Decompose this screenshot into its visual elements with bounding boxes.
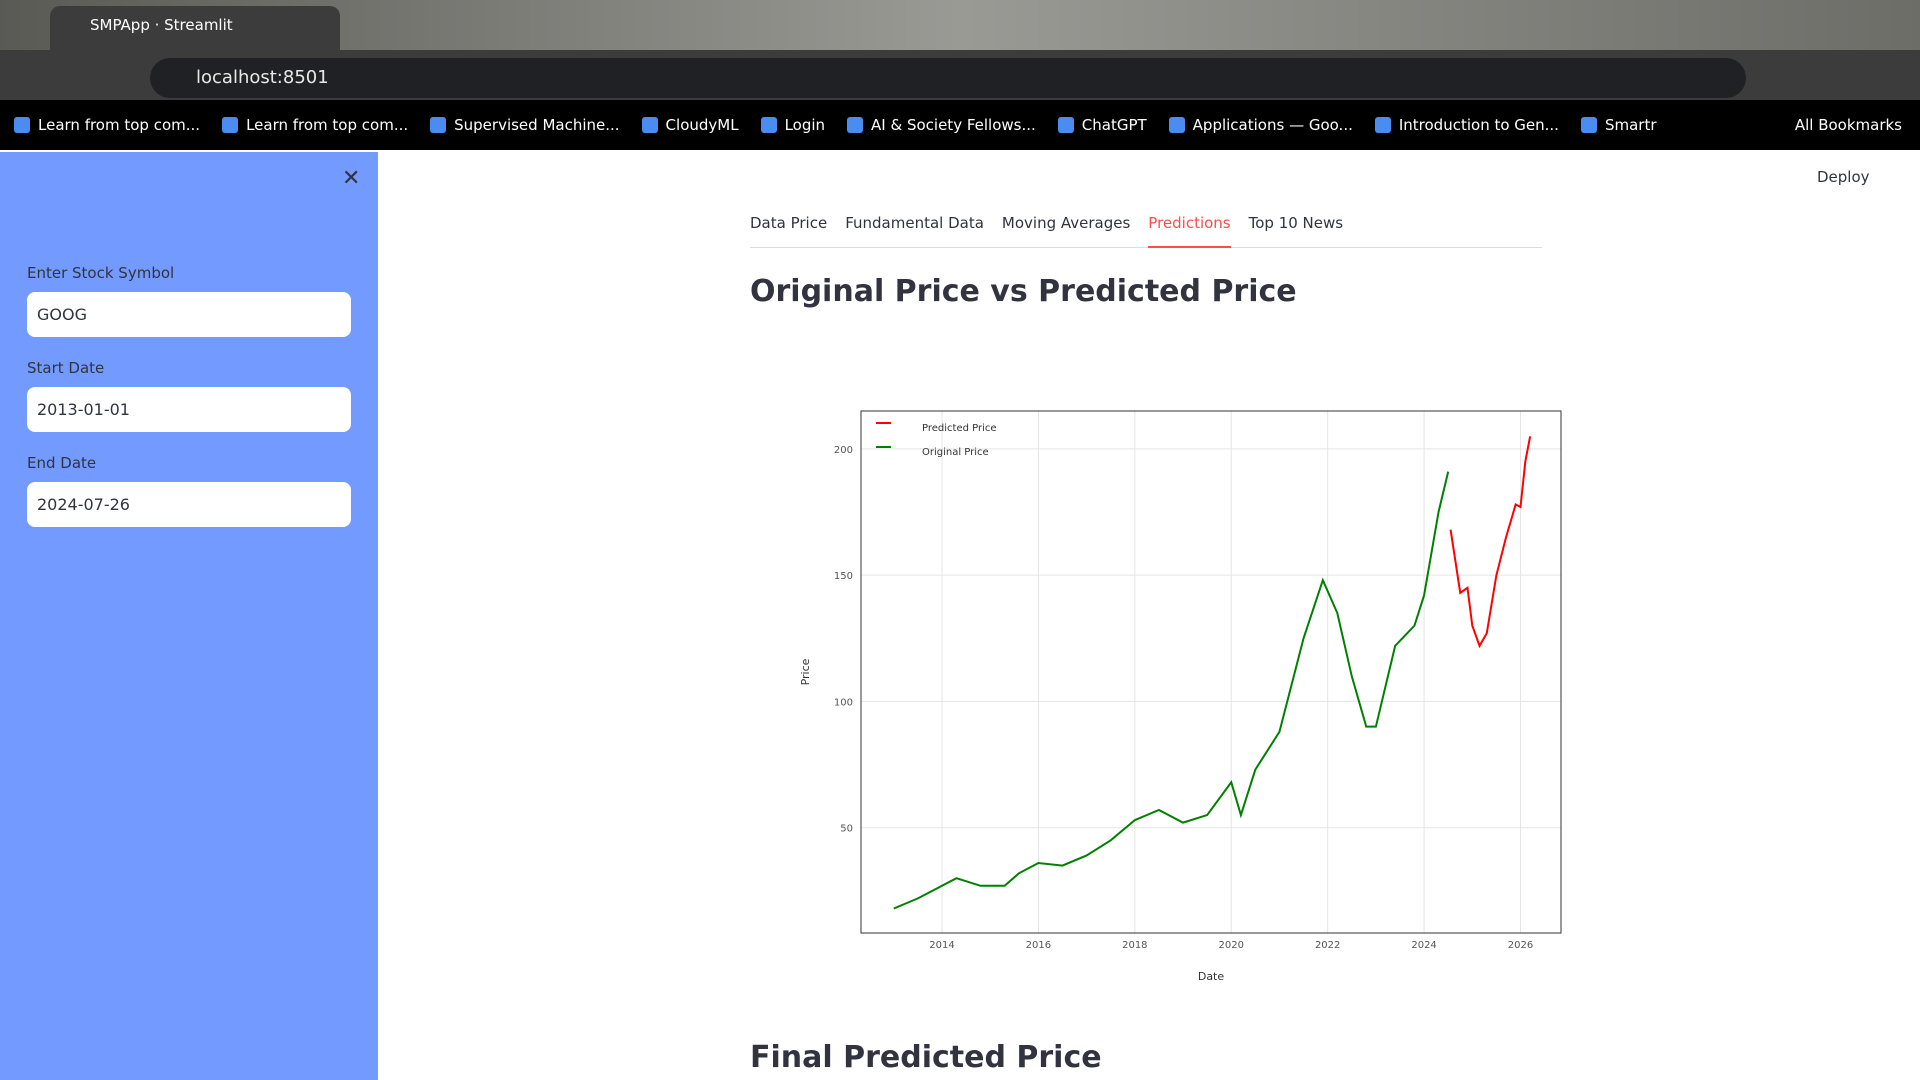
text-input[interactable]: 2024-07-26 xyxy=(27,482,351,527)
address-bar[interactable]: localhost:8501 xyxy=(150,58,1746,98)
field-label: Enter Stock Symbol xyxy=(27,264,175,282)
bookmark[interactable]: Smartr xyxy=(1581,116,1657,134)
bookmarks-bar: Learn from top com... Learn from top com.… xyxy=(0,100,1920,150)
chart: 50 100 150 200 2014 2016 2018 2020 2022 2024 2026 D… xyxy=(799,410,1562,983)
y-tick-label: 100 xyxy=(834,697,853,708)
tab[interactable]: Moving Averages xyxy=(1001,214,1131,232)
y-tick-label: 50 xyxy=(840,824,853,835)
heading: Final Predicted Price xyxy=(750,1040,1102,1075)
text-input[interactable]: 2013-01-01 xyxy=(27,387,351,432)
field-label: Start Date xyxy=(27,359,105,377)
x-tick-label: 2014 xyxy=(929,940,954,951)
x-tick-label: 2020 xyxy=(1219,940,1244,951)
sidebar: ✕ Enter Stock Symbol GOOG Start Date 2013-01… xyxy=(0,152,378,1080)
bookmark[interactable]: Login xyxy=(761,116,825,134)
bookmark[interactable]: Supervised Machine... xyxy=(430,116,619,134)
bookmark[interactable]: AI & Society Fellows... xyxy=(847,116,1036,134)
bookmark[interactable]: Learn from top com... xyxy=(222,116,408,134)
legend-label: Predicted Price xyxy=(922,423,997,434)
all-bookmarks[interactable]: All Bookmarks xyxy=(1794,116,1902,134)
legend-label: Original Price xyxy=(922,447,989,458)
bookmark[interactable]: Applications — Goo... xyxy=(1169,116,1353,134)
browser-tab[interactable]: SMPApp · Streamlit xyxy=(50,6,340,50)
y-tick-label: 200 xyxy=(834,445,853,456)
tab[interactable]: Top 10 News xyxy=(1248,214,1344,232)
bookmark[interactable]: Introduction to Gen... xyxy=(1375,116,1559,134)
x-tick-label: 2026 xyxy=(1508,940,1533,951)
y-axis-label: Price xyxy=(799,658,812,685)
tab[interactable]: Fundamental Data xyxy=(845,214,984,232)
price-line xyxy=(893,471,1450,910)
close-button[interactable]: ✕ xyxy=(342,166,361,191)
x-tick-label: 2022 xyxy=(1315,940,1340,951)
x-axis-label: Date xyxy=(1198,970,1225,983)
bookmark[interactable]: ChatGPT xyxy=(1058,116,1147,134)
deploy-button[interactable]: Deploy xyxy=(1817,168,1870,186)
x-tick-label: 2018 xyxy=(1122,940,1147,951)
bookmark[interactable]: Learn from top com... xyxy=(14,116,200,134)
tabs: Data Price Fundamental Data Moving Average… xyxy=(750,212,1542,248)
price-line xyxy=(1449,436,1532,649)
tab[interactable]: Data Price xyxy=(750,214,828,232)
field-label: End Date xyxy=(27,454,97,472)
x-tick-label: 2016 xyxy=(1026,940,1051,951)
y-tick-label: 150 xyxy=(834,571,853,582)
tab[interactable]: Predictions xyxy=(1148,212,1231,248)
x-tick-label: 2024 xyxy=(1411,940,1436,951)
heading: Original Price vs Predicted Price xyxy=(750,274,1297,309)
text-input[interactable]: GOOG xyxy=(27,292,351,337)
plot-frame xyxy=(860,410,1562,934)
bookmark[interactable]: CloudyML xyxy=(642,116,739,134)
